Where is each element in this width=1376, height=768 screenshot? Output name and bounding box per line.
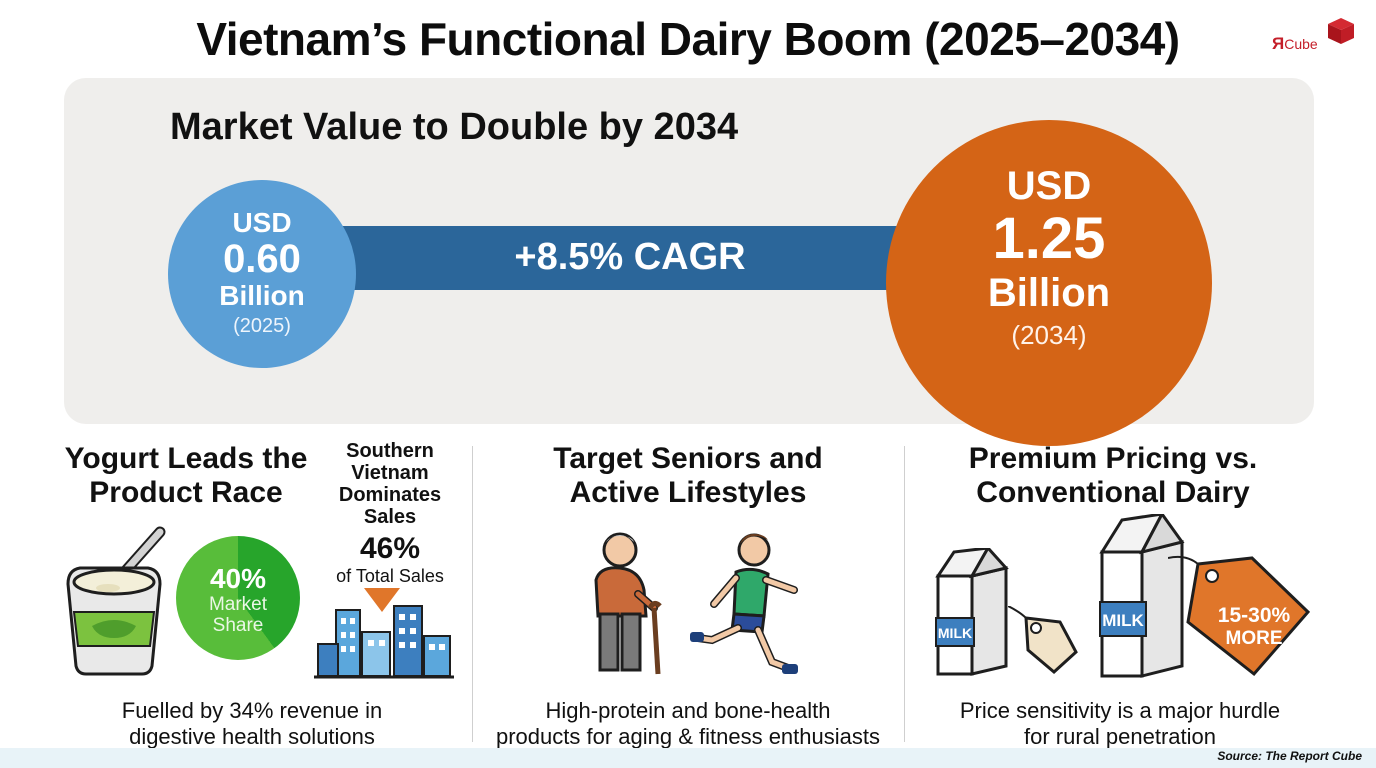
section-divider <box>904 446 905 742</box>
premium-tag-percent: 15-30% <box>1218 604 1291 627</box>
south-share-label: of Total Sales <box>336 566 444 586</box>
page-title: Vietnam’s Functional Dairy Boom (2025–20… <box>196 13 1180 65</box>
pricing-caption: Price sensitivity is a major hurdle for … <box>959 698 1281 749</box>
end-value: 1.25 <box>992 206 1106 271</box>
premium-tag-more: MORE <box>1226 628 1283 649</box>
yogurt-section-title: Yogurt Leads the Product Race <box>64 442 308 509</box>
start-value: 0.60 <box>223 237 301 281</box>
price-tag-premium-icon: 15-30% MORE <box>1168 555 1311 677</box>
logo-text: ЯCube <box>1272 34 1318 53</box>
south-share-value: 46% <box>359 532 421 565</box>
cagr-label: +8.5% CAGR <box>514 236 746 278</box>
footer-bar <box>0 748 1376 768</box>
milk-label-small: MILK <box>938 625 972 641</box>
pricing-section-title: Premium Pricing vs. Conventional Dairy <box>968 442 1258 509</box>
end-value-circle: USD 1.25 Billion (2034) <box>886 120 1212 446</box>
brand-logo: ЯCube <box>1272 16 1362 56</box>
panel-heading: Market Value to Double by 2034 <box>170 106 739 148</box>
source-note: Source: The Report Cube <box>1217 749 1362 763</box>
end-year: (2034) <box>1011 320 1087 350</box>
runner-icon <box>690 533 798 674</box>
milk-label-large: MILK <box>1102 611 1144 630</box>
milk-carton-small-icon: MILK <box>935 548 1009 676</box>
start-currency: USD <box>232 207 292 238</box>
market-share-pie: 40% Market Share <box>176 536 300 660</box>
price-tag-plain-icon <box>1008 606 1078 674</box>
market-share-label: Market Share <box>208 594 268 636</box>
end-unit: Billion <box>987 271 1111 315</box>
start-unit: Billion <box>219 280 305 311</box>
start-value-circle: USD 0.60 Billion (2025) <box>168 180 356 368</box>
seniors-section-title: Target Seniors and Active Lifestyles <box>553 442 823 509</box>
senior-with-cane-icon <box>594 532 662 675</box>
yogurt-cup-icon <box>66 526 166 676</box>
south-section-title: Southern Vietnam Dominates Sales <box>338 440 442 528</box>
market-share-value: 40% <box>209 563 267 594</box>
section-divider <box>472 446 473 742</box>
milk-carton-large-icon: MILK <box>1099 514 1185 678</box>
seniors-caption: High-protein and bone-health products fo… <box>496 698 880 749</box>
end-currency: USD <box>1006 164 1092 208</box>
yogurt-caption: Fuelled by 34% revenue in digestive heal… <box>121 698 383 749</box>
start-year: (2025) <box>233 315 291 337</box>
red-cube-icon <box>1328 18 1354 44</box>
cagr-bar <box>300 226 940 290</box>
city-skyline-icon <box>314 588 454 679</box>
